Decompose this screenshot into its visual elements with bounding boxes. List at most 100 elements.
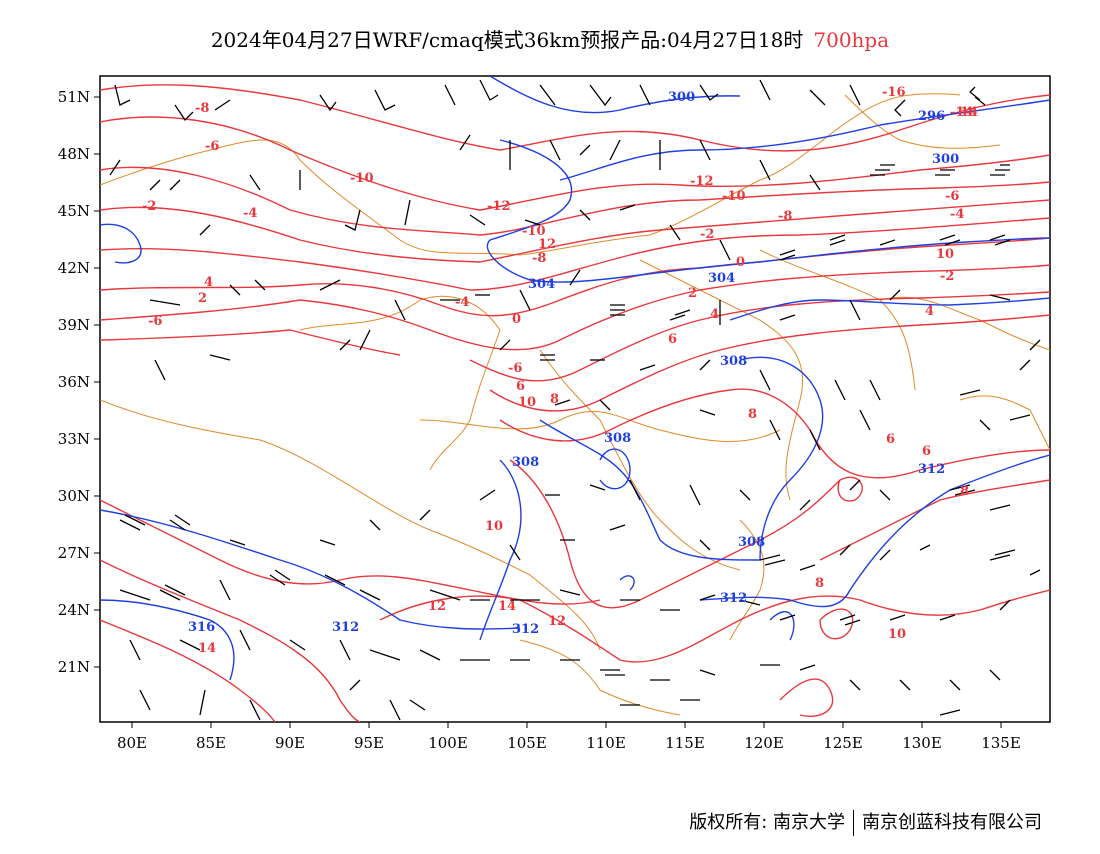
temp-label: 6 — [668, 332, 677, 347]
temp-label: -12 — [487, 199, 511, 214]
height-label: 308 — [738, 535, 765, 550]
temp-label: 6 — [516, 379, 525, 394]
height-label: 312 — [332, 620, 359, 635]
temp-label: 6 — [922, 444, 931, 459]
lon-tick-label: 120E — [744, 734, 784, 752]
temp-label: 0 — [736, 255, 745, 270]
height-label: 312 — [918, 462, 945, 477]
temp-label: 14 — [498, 599, 516, 614]
temp-label: -6 — [945, 189, 959, 204]
lat-tick-label: 33N — [58, 430, 90, 448]
temp-label: 4 — [204, 275, 213, 290]
lat-tick-label: 39N — [58, 316, 90, 334]
temp-label: -2 — [700, 227, 714, 242]
temp-label: 4 — [925, 304, 934, 319]
lon-tick-label: 110E — [586, 734, 626, 752]
lat-tick-label: 51N — [58, 88, 90, 106]
temp-label: 14 — [198, 641, 216, 656]
copyright-left: 版权所有: 南京大学 — [689, 812, 845, 833]
wind-barbs — [109, 79, 1041, 721]
height-label: 304 — [528, 277, 555, 292]
temp-label: -8 — [532, 251, 546, 266]
temp-label: 8 — [748, 407, 757, 422]
temp-label: -4 — [455, 295, 469, 310]
lat-tick-label: 27N — [58, 544, 90, 562]
lat-tick-label: 24N — [58, 601, 90, 619]
temp-label: 10 — [888, 627, 906, 642]
lon-tick-label: 115E — [665, 734, 705, 752]
lon-tick-label: 125E — [823, 734, 863, 752]
temp-label: -12 — [690, 174, 714, 189]
lon-tick-label: 100E — [428, 734, 468, 752]
height-label: 304 — [708, 271, 735, 286]
temp-label: -2 — [940, 269, 954, 284]
lat-tick-label: 30N — [58, 487, 90, 505]
height-label: 308 — [720, 354, 747, 369]
lon-tick-label: 95E — [354, 734, 384, 752]
title-text: 2024年04月27日WRF/cmaq模式36km预报产品:04月27日18时 — [210, 28, 804, 52]
temp-label: 14 — [960, 105, 978, 120]
pressure-level: 700hpa — [813, 28, 890, 52]
lon-tick-label: 85E — [196, 734, 226, 752]
temp-label: 10 — [518, 395, 536, 410]
latitude-axis: 51N 48N 45N 42N 39N 36N 33N 30N 27N 24N … — [58, 88, 100, 676]
temp-label: 10 — [485, 519, 503, 534]
temp-label: 8 — [550, 392, 559, 407]
temp-label: -4 — [243, 206, 257, 221]
lon-tick-label: 130E — [902, 734, 942, 752]
height-contours — [100, 76, 1050, 681]
temp-label: 4 — [710, 307, 719, 322]
height-label: 312 — [720, 591, 747, 606]
temp-label: -10 — [722, 189, 746, 204]
lon-tick-label: 105E — [507, 734, 547, 752]
temp-label: -8 — [195, 101, 209, 116]
copyright-right: 南京创蓝科技有限公司 — [862, 812, 1042, 833]
temperature-labels: -8 -6 -10 -2 -4 -12 -16 -14 -12 -10 -8 -… — [142, 85, 978, 656]
temp-label: -8 — [778, 209, 792, 224]
height-labels: 300 296 300 304 304 308 308 308 308 312 … — [188, 90, 959, 637]
isotherm-lines — [100, 84, 1050, 722]
boundary-lines — [100, 93, 1050, 716]
lat-tick-label: 21N — [58, 658, 90, 676]
temp-label: -6 — [508, 361, 522, 376]
temp-label: -10 — [522, 224, 546, 239]
temp-label: 10 — [936, 247, 954, 262]
temp-label: 2 — [688, 286, 697, 301]
copyright-footer: 版权所有: 南京大学 南京创蓝科技有限公司 — [689, 808, 1042, 836]
temp-label: 8 — [960, 484, 969, 499]
temp-label: -14 — [950, 105, 974, 120]
lat-tick-label: 45N — [58, 202, 90, 220]
map-frame — [99, 75, 1051, 723]
height-label: 312 — [512, 622, 539, 637]
temp-label: 8 — [815, 576, 824, 591]
height-label: 316 — [188, 620, 215, 635]
height-label: 308 — [604, 431, 631, 446]
height-label: 296 — [918, 109, 945, 124]
lat-tick-label: 36N — [58, 373, 90, 391]
height-label: 308 — [512, 455, 539, 470]
longitude-axis: 80E 85E 90E 95E 100E 105E 110E 115E 120E… — [117, 722, 1021, 752]
temp-label: 12 — [548, 614, 566, 629]
temp-label: -16 — [882, 85, 906, 100]
temp-label: -2 — [142, 199, 156, 214]
lon-tick-label: 135E — [981, 734, 1021, 752]
temp-label: -10 — [350, 171, 374, 186]
lat-tick-label: 48N — [58, 145, 90, 163]
height-label: 300 — [932, 152, 959, 167]
temp-label: 12 — [538, 237, 556, 252]
lon-tick-label: 80E — [117, 734, 147, 752]
lat-tick-label: 42N — [58, 259, 90, 277]
chart-title: 2024年04月27日WRF/cmaq模式36km预报产品:04月27日18时 7… — [0, 24, 1100, 53]
temp-label: 0 — [512, 312, 521, 327]
height-label: 300 — [668, 90, 695, 105]
temp-label: -6 — [205, 139, 219, 154]
lon-tick-label: 90E — [275, 734, 305, 752]
temp-label: 2 — [198, 291, 207, 306]
temp-label: -6 — [148, 314, 162, 329]
temp-label: 6 — [886, 432, 895, 447]
temp-label: 12 — [428, 599, 446, 614]
temp-label: -4 — [950, 207, 964, 222]
footer-divider — [853, 810, 854, 836]
